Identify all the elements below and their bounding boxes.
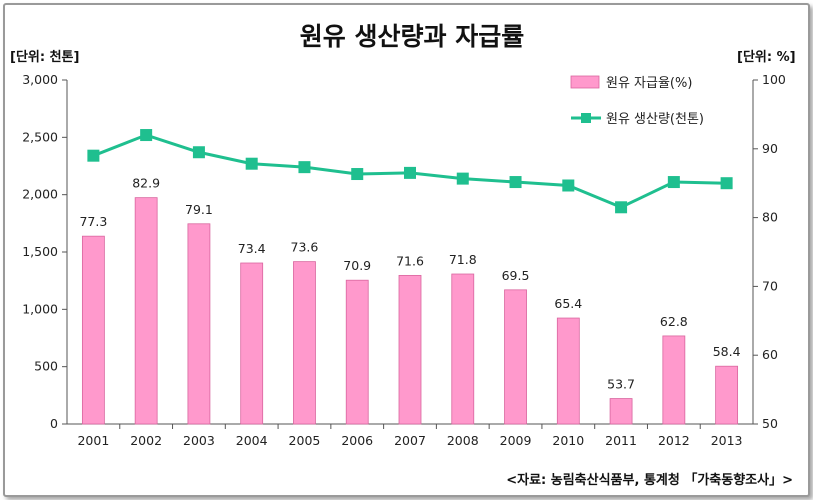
line-point	[456, 172, 469, 185]
x-axis-tick-label: 2012	[658, 433, 690, 448]
left-axis-tick-label: 1,500	[22, 244, 58, 259]
right-axis-tick-label: 50	[762, 416, 778, 431]
x-axis-tick-label: 2005	[289, 433, 321, 448]
bar	[134, 197, 158, 425]
line-point	[720, 177, 733, 190]
bar-data-label: 69.5	[502, 268, 530, 283]
bar-data-label: 77.3	[79, 214, 107, 229]
x-axis-tick-label: 2002	[130, 433, 162, 448]
left-axis-unit: [단위: 천톤]	[10, 49, 79, 65]
bar	[81, 235, 105, 425]
legend-bar-swatch	[570, 75, 600, 89]
left-axis-tick-label: 1,000	[22, 301, 58, 316]
left-axis-tick-label: 0	[50, 416, 58, 431]
legend: 원유 자급율(%) 원유 생산량(천톤)	[570, 75, 704, 127]
x-axis-tick-label: 2009	[500, 433, 532, 448]
line-point	[667, 176, 680, 189]
line-point	[245, 157, 258, 170]
bar-data-label: 71.6	[396, 253, 424, 268]
line-point	[140, 129, 153, 142]
source-note: <자료: 농림축산식품부, 통계청 「가축동향조사」>	[506, 472, 793, 488]
x-axis-tick-label: 2004	[236, 433, 268, 448]
x-axis-tick-label: 2007	[394, 433, 426, 448]
chart-title: 원유 생산량과 자급률	[300, 22, 524, 51]
right-axis-tick-label: 100	[762, 72, 786, 87]
bar	[715, 365, 739, 425]
left-axis-tick-label: 2,500	[22, 129, 58, 144]
legend-bar-label: 원유 자급율(%)	[606, 76, 692, 91]
bar-data-label: 73.4	[238, 241, 266, 256]
line-point	[615, 201, 628, 214]
x-axis-tick-label: 2008	[447, 433, 479, 448]
line-series	[87, 129, 733, 214]
bar	[345, 279, 369, 425]
bar-data-label: 73.6	[291, 240, 319, 255]
x-axis-tick-label: 2001	[77, 433, 109, 448]
bar-data-label: 53.7	[607, 377, 635, 392]
line-point	[192, 146, 205, 159]
bar-series	[81, 197, 739, 425]
bar-data-label: 79.1	[185, 202, 213, 217]
left-axis-tick-label: 500	[34, 359, 58, 374]
x-axis-tick-label: 2010	[552, 433, 584, 448]
bar-data-label: 62.8	[660, 314, 688, 329]
bar-data-labels: 77.3 82.9 79.1 73.4 73.6 70.9 71.6 71.8 69.5 65.4…	[79, 176, 740, 392]
bar	[556, 317, 580, 425]
left-axis-ticks: 0 500 1,000 1,500 2,000 2,500 3,000	[22, 72, 67, 431]
right-axis-ticks: 50 60 70 80 90 100	[753, 72, 786, 431]
left-axis-tick-label: 3,000	[22, 72, 58, 87]
x-axis-tick-label: 2011	[605, 433, 637, 448]
bar-data-label: 65.4	[554, 296, 582, 311]
legend-line-label: 원유 생산량(천톤)	[606, 112, 704, 127]
bar	[398, 274, 422, 425]
line-point	[87, 149, 100, 162]
line-point	[298, 161, 311, 174]
bar	[609, 398, 633, 425]
x-axis-tick-label: 2013	[711, 433, 743, 448]
bar	[504, 289, 527, 425]
x-axis-tick-label: 2003	[183, 433, 215, 448]
legend-line-marker	[581, 113, 591, 123]
bar-data-label: 70.9	[343, 258, 371, 273]
right-axis-tick-label: 80	[762, 210, 778, 225]
left-axis-tick-label: 2,000	[22, 187, 58, 202]
right-axis-tick-label: 90	[762, 141, 778, 156]
bar-data-label: 82.9	[132, 176, 160, 191]
right-axis-tick-label: 60	[762, 347, 778, 362]
bar-data-label: 58.4	[713, 344, 741, 359]
line-point	[562, 179, 575, 192]
x-axis-ticks: 2001 2002 2003 2004 2005 2006 2007 2008 2009 2010…	[77, 424, 743, 448]
line-point	[509, 176, 522, 189]
bar	[293, 261, 316, 425]
bar	[240, 262, 264, 425]
bar	[451, 273, 475, 425]
line-point	[351, 168, 364, 181]
bar-data-label: 71.8	[449, 252, 477, 267]
right-axis-tick-label: 70	[762, 278, 778, 293]
line-point	[404, 166, 416, 179]
right-axis-unit: [단위: %]	[737, 49, 796, 65]
x-axis-tick-label: 2006	[341, 433, 373, 448]
bar	[187, 223, 211, 425]
bar	[662, 335, 686, 425]
